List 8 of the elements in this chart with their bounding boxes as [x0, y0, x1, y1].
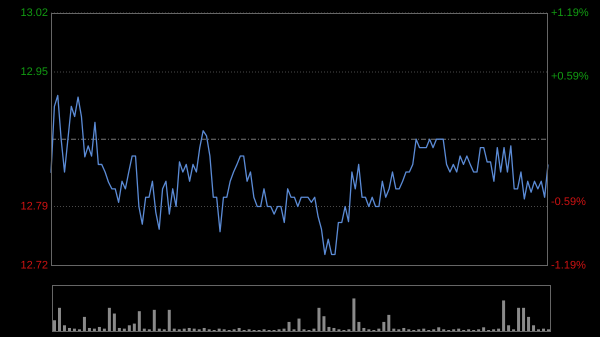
- y2-tick-label: +1.19%: [551, 7, 589, 20]
- y2-tick-label: -0.59%: [551, 196, 586, 208]
- y-tick-label: 12.72: [20, 259, 48, 272]
- y2-tick-label: -1.19%: [551, 259, 586, 272]
- y2-tick-label: +0.59%: [551, 70, 589, 83]
- y-tick-label: 12.79: [20, 200, 48, 213]
- y-tick-label: 12.95: [20, 66, 48, 78]
- y-tick-label: 13.02: [20, 7, 48, 20]
